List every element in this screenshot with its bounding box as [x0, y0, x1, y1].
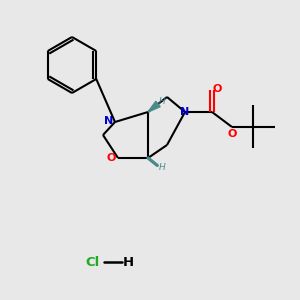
Text: N: N [104, 116, 114, 126]
Text: H: H [159, 98, 165, 106]
Text: O: O [106, 153, 116, 163]
Text: H: H [122, 256, 134, 268]
Text: O: O [212, 84, 222, 94]
Text: H: H [159, 164, 165, 172]
Text: O: O [227, 129, 237, 139]
Text: Cl: Cl [85, 256, 99, 268]
Text: N: N [180, 107, 190, 117]
Polygon shape [148, 101, 160, 112]
